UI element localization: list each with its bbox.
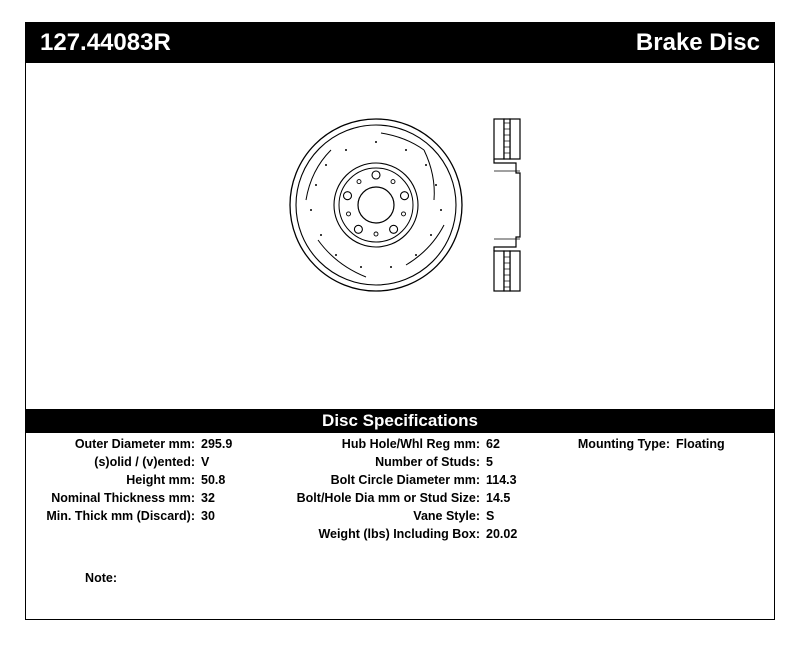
spec-label: Number of Studs:	[261, 455, 486, 469]
spec-value: 295.9	[201, 437, 261, 451]
spec-row: Weight (lbs) Including Box: 20.02	[26, 527, 774, 541]
note-label: Note:	[26, 571, 123, 585]
header-bar: 127.44083R Brake Disc	[26, 23, 774, 63]
spec-value: 14.5	[486, 491, 546, 505]
rotor-front-view	[286, 115, 466, 300]
spec-row: (s)olid / (v)ented: V Number of Studs: 5	[26, 455, 774, 469]
spec-value: 5	[486, 455, 546, 469]
spec-label: Hub Hole/Whl Reg mm:	[261, 437, 486, 451]
spec-label: Height mm:	[26, 473, 201, 487]
spec-value: 30	[201, 509, 261, 523]
spec-row: Outer Diameter mm: 295.9 Hub Hole/Whl Re…	[26, 437, 774, 451]
rotor-side-view	[486, 115, 536, 300]
part-number: 127.44083R	[40, 29, 171, 57]
spec-row: Height mm: 50.8 Bolt Circle Diameter mm:…	[26, 473, 774, 487]
spec-value: 32	[201, 491, 261, 505]
spec-value: V	[201, 455, 261, 469]
spec-label: Mounting Type:	[546, 437, 676, 451]
spec-label: Nominal Thickness mm:	[26, 491, 201, 505]
product-type: Brake Disc	[636, 29, 760, 57]
spec-label: Outer Diameter mm:	[26, 437, 201, 451]
spec-header-bar: Disc Specifications	[26, 409, 774, 433]
spec-header-title: Disc Specifications	[322, 411, 478, 430]
note-row: Note:	[26, 571, 774, 585]
spec-value: Floating	[676, 437, 746, 451]
diagram-area	[26, 85, 774, 405]
spec-row: Nominal Thickness mm: 32 Bolt/Hole Dia m…	[26, 491, 774, 505]
spec-label: Vane Style:	[261, 509, 486, 523]
spec-value: S	[486, 509, 546, 523]
specs-table: Outer Diameter mm: 295.9 Hub Hole/Whl Re…	[26, 437, 774, 545]
spec-value: 50.8	[201, 473, 261, 487]
spec-value: 114.3	[486, 473, 546, 487]
spec-value: 20.02	[486, 527, 546, 541]
spec-label: Min. Thick mm (Discard):	[26, 509, 201, 523]
spec-label: Bolt/Hole Dia mm or Stud Size:	[261, 491, 486, 505]
spec-sheet-frame: 127.44083R Brake Disc	[25, 22, 775, 620]
spec-label: (s)olid / (v)ented:	[26, 455, 201, 469]
spec-value: 62	[486, 437, 546, 451]
spec-label: Weight (lbs) Including Box:	[261, 527, 486, 541]
spec-row: Min. Thick mm (Discard): 30 Vane Style: …	[26, 509, 774, 523]
spec-label: Bolt Circle Diameter mm:	[261, 473, 486, 487]
